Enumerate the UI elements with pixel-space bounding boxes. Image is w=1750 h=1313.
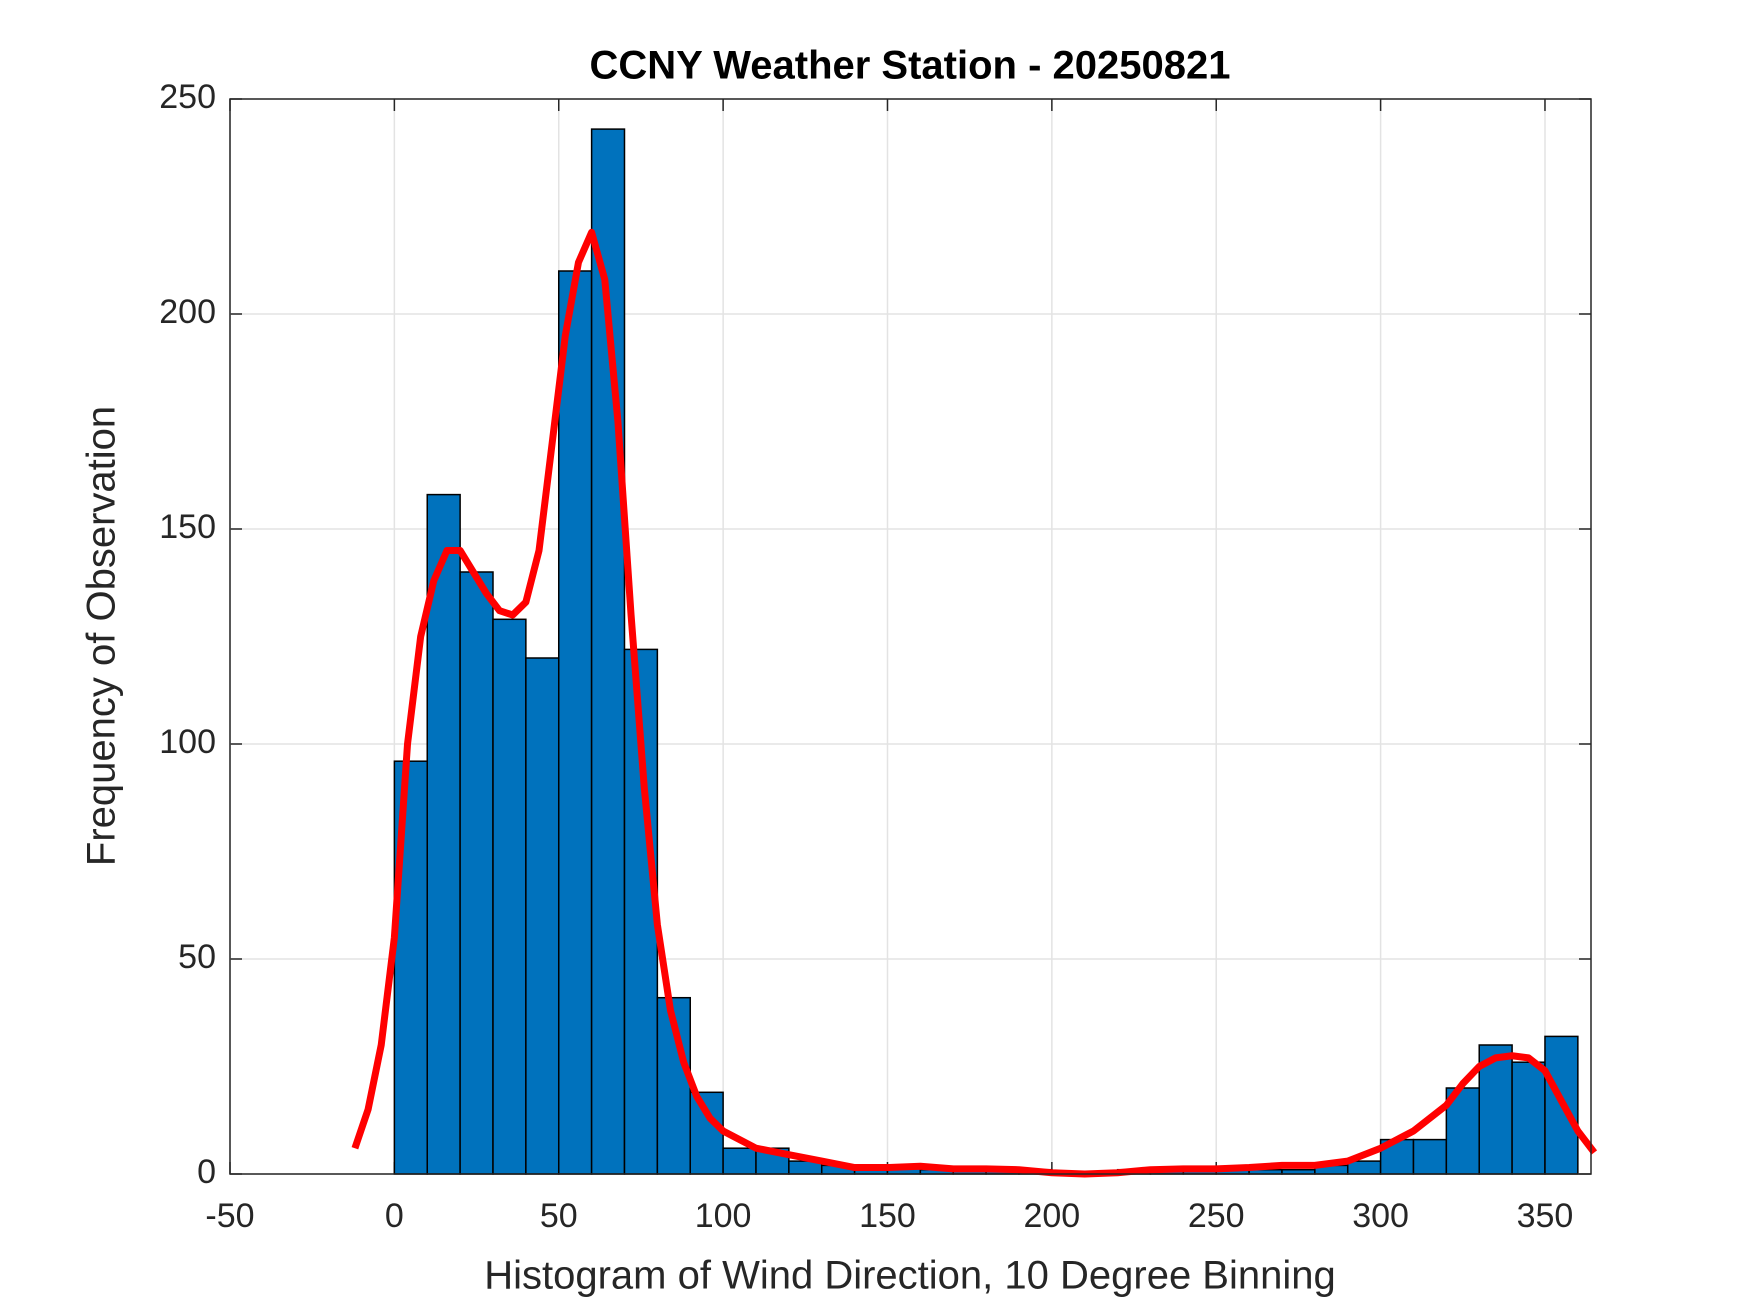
bar [722, 1147, 757, 1175]
bar [689, 1091, 724, 1175]
x-tick-label: 0 [385, 1197, 404, 1235]
x-tick-label: 200 [1023, 1197, 1080, 1235]
x-tick-label: 150 [859, 1197, 916, 1235]
x-tick-label: 250 [1188, 1197, 1245, 1235]
bar [557, 270, 593, 1175]
y-tick-label: 100 [159, 723, 216, 761]
bar [426, 493, 461, 1175]
y-tick-label: 50 [178, 938, 216, 976]
bar [623, 648, 659, 1175]
density-line [351, 228, 1598, 1178]
bar [492, 618, 527, 1175]
y-axis-label: Frequency of Observation [80, 406, 124, 866]
y-tick-label: 250 [159, 78, 216, 116]
bar [1346, 1160, 1382, 1175]
chart-title: CCNY Weather Station - 20250821 [590, 44, 1231, 88]
x-tick-label: 100 [695, 1197, 752, 1235]
x-axis-label: Histogram of Wind Direction, 10 Degree B… [484, 1254, 1336, 1298]
bar [1412, 1138, 1448, 1175]
y-tick-label: 0 [197, 1153, 216, 1191]
x-tick-label: 300 [1352, 1197, 1409, 1235]
axes-box [229, 98, 1592, 1175]
y-tick-label: 150 [159, 508, 216, 546]
bar [525, 657, 560, 1175]
bar [459, 571, 494, 1175]
y-tick-label: 200 [159, 293, 216, 331]
x-tick-label: 50 [540, 1197, 578, 1235]
x-tick-label: 350 [1517, 1197, 1574, 1235]
bar [1511, 1061, 1546, 1175]
x-tick-label: -50 [205, 1197, 254, 1235]
